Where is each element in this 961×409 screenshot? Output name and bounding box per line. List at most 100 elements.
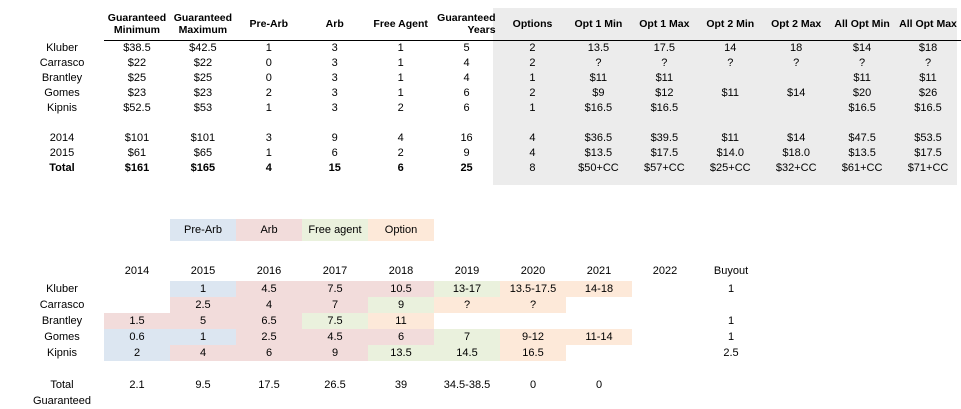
table2-cell: 0.6 [104,329,170,345]
table1-cell: ? [727,57,734,69]
table1-cell: $12 [655,87,674,99]
table2-cell [632,281,698,297]
table1-cell: $20 [852,87,872,99]
table1-cell: $16.5 [650,102,679,114]
contracts-summary-table: Guaranteed Minimum Guaranteed Maximum Pr… [0,8,961,176]
table2-cell [500,361,566,377]
table2-cell [104,361,170,377]
table2-cell: Gomes [44,331,80,343]
table2-cell: 1 [170,281,236,297]
table1-cell: Kluber [46,42,78,54]
table1-cell: $36.5 [584,132,613,144]
table1-cell [895,116,961,131]
table1-cell: $14 [787,132,806,144]
table1-cell: $11 [721,87,740,99]
table1-cell: 16 [460,132,473,144]
table1-cell: $22 [193,57,213,69]
table1-cell: $18.0 [782,147,810,159]
table1-cell: $38.5 [123,42,151,54]
table1-cell: 25 [460,162,473,174]
t2-header-2021: 2021 [586,265,612,277]
table2-cell: 1.5 [104,313,170,329]
table1-cell: 1 [397,42,404,54]
table1-cell: $42.5 [189,42,217,54]
t2-header-2020: 2020 [520,265,546,277]
table2-cell: 2.5 [723,347,739,359]
table1-cell: $11 [721,132,740,144]
table1-cell: $16.5 [914,102,942,114]
table1-cell: 4 [463,57,470,69]
table2-cell: 1 [727,283,735,295]
table1-cell: 9 [331,132,338,144]
table2-cell: 4.5 [302,329,368,345]
table1-cell: $65 [193,147,213,159]
table1-cell: 15 [328,162,341,174]
table1-cell: 1 [529,72,536,84]
table2-cell [434,361,500,377]
table2-cell [302,361,368,377]
t1-header-options: Options [499,8,566,41]
t2-header-2018: 2018 [388,265,414,277]
table1-cell: $17.5 [914,147,942,159]
table1-cell: $17.5 [650,147,679,159]
table1-cell [0,116,104,131]
table1-cell: $11 [655,72,674,84]
table1-cell: Kipnis [47,102,77,114]
table1-cell [829,116,895,131]
table1-cell: 13.5 [587,42,610,54]
t2-header-2015: 2015 [190,265,216,277]
table1-cell: 9 [463,147,470,159]
table1-cell [236,116,302,131]
table2-cell [236,361,302,377]
table1-cell: 2 [397,147,404,159]
table2-cell: 7 [302,297,368,313]
table1-cell: 1 [397,72,404,84]
table1-cell: ? [859,57,866,69]
table1-cell: $18 [918,42,938,54]
table1-cell: $25 [127,72,147,84]
table2-cell: 39 [394,379,408,391]
table2-cell: 6 [368,329,434,345]
table2-cell [698,361,764,377]
legend-item-free-agent: Free agent [302,219,368,241]
table1-cell: $16.5 [584,102,613,114]
table1-cell: $13.5 [584,147,613,159]
table1-cell: 2 [265,87,272,99]
table2-cell: 13.5-17.5 [500,281,566,297]
legend-item-arb: Arb [236,219,302,241]
table1-cell: $52.5 [123,102,151,114]
table2-cell: Total Guaranteed [32,379,92,407]
table1-cell: Carrasco [39,57,85,69]
salary-by-year-table: 2014 2015 2016 2017 2018 2019 2020 2021 … [0,262,764,407]
t2-header-2019: 2019 [454,265,480,277]
table1-cell [697,101,763,116]
t1-header-pre-arb: Pre-Arb [235,8,302,41]
table2-cell: 2.5 [236,329,302,345]
table1-cell [697,116,763,131]
table1-cell: $23 [193,87,213,99]
table2-cell: 9 [302,345,368,361]
table1-cell: $61+CC [841,162,883,174]
table2-cell: 17.5 [258,379,280,391]
t2-header-2022: 2022 [652,265,678,277]
t1-header-all-opt-max: All Opt Max [895,8,961,41]
table1-cell: $14 [852,42,872,54]
table1-cell: 3 [331,87,338,99]
table2-cell: 7.5 [302,313,368,329]
table2-cell: 4 [170,345,236,361]
table1-cell [697,71,763,86]
t2-header-2016: 2016 [256,265,282,277]
table1-cell: 3 [331,42,338,54]
table2-cell: 9-12 [500,329,566,345]
table1-cell: $11 [919,72,937,84]
table1-cell: 3 [265,132,272,144]
table2-cell [500,313,566,329]
table1-cell: 3 [331,72,338,84]
table2-cell: 1 [727,315,735,327]
t1-header-opt2-min: Opt 2 Min [697,8,764,41]
table1-cell: $101 [124,132,150,144]
table2-cell [632,313,698,329]
table1-cell: $22 [127,57,147,69]
t2-header-2017: 2017 [322,265,348,277]
